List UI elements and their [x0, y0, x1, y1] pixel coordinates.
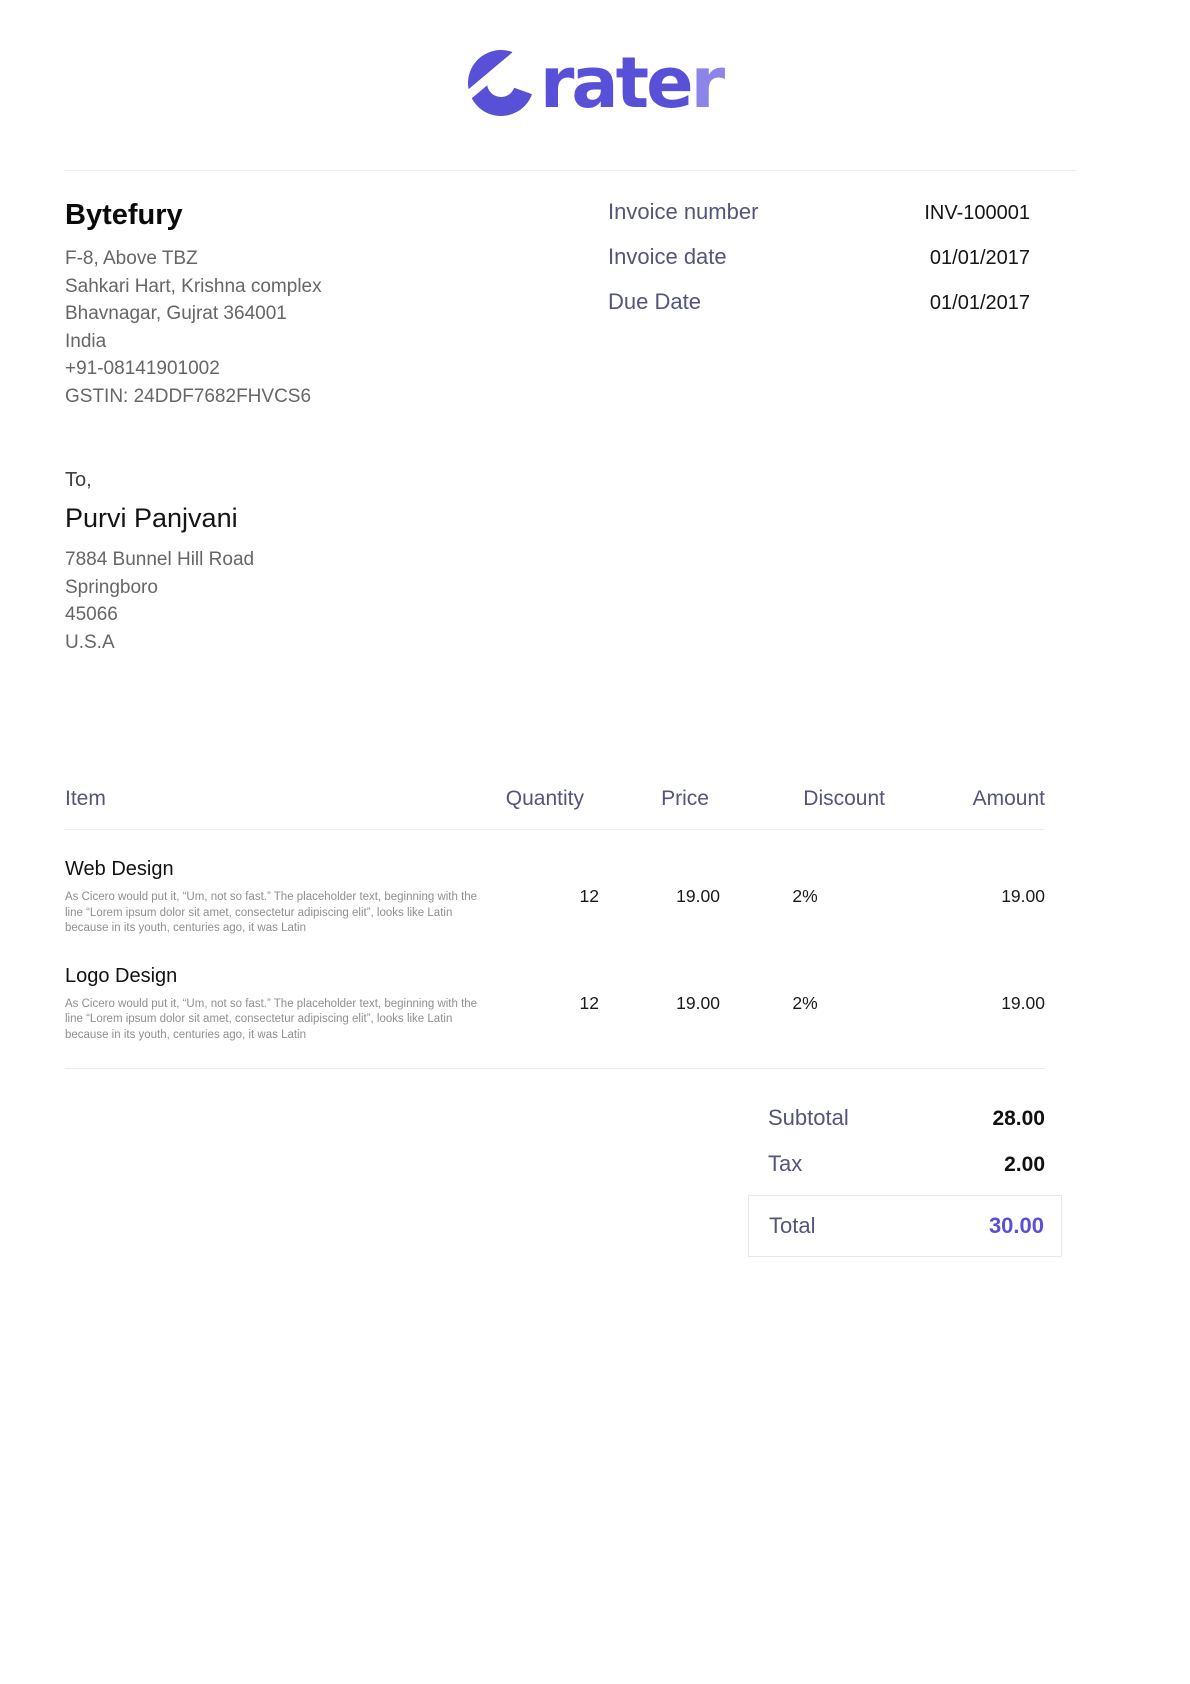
table-row: Logo Design As Cicero would put it, “Um,… [65, 937, 1045, 1044]
item-price: 19.00 [676, 992, 720, 1013]
bill-to-block: To, Purvi Panjvani 7884 Bunnel Hill Road… [65, 466, 1125, 656]
bill-to-name: Purvi Panjvani [65, 503, 238, 533]
item-amount: 19.00 [1001, 992, 1045, 1013]
company-phone: +91-08141901002 [65, 358, 220, 379]
items-table-header: Item Quantity Price Discount Amount [65, 784, 1045, 830]
item-cell: Web Design As Cicero would put it, “Um, … [65, 856, 483, 937]
due-date-row: Due Date 01/01/2017 [608, 287, 1030, 318]
totals-block: Subtotal 28.00 Tax 2.00 Total 30.00 [748, 1103, 1062, 1257]
invoice-content: Bytefury F-8, Above TBZ Sahkari Hart, Kr… [0, 170, 1190, 1257]
company-address-line: Sahkari Hart, Krishna complex [65, 275, 322, 297]
tax-label: Tax [768, 1150, 803, 1176]
item-discount: 2% [792, 886, 818, 906]
item-quantity: 12 [579, 992, 600, 1013]
total-label: Total [769, 1212, 816, 1238]
item-description: As Cicero would put it, “Um, not so fast… [65, 997, 478, 1041]
company-block: Bytefury F-8, Above TBZ Sahkari Hart, Kr… [65, 197, 322, 410]
invoice-number-value: INV-100001 [924, 202, 1030, 224]
logo-row: rater [0, 42, 1190, 124]
bill-to-address-line: U.S.A [65, 631, 115, 653]
item-description: As Cicero would put it, “Um, not so fast… [65, 891, 478, 935]
crater-logo: rater [468, 48, 725, 118]
items-table: Item Quantity Price Discount Amount Web … [65, 784, 1045, 1044]
item-price: 19.00 [676, 886, 720, 906]
info-row: Bytefury F-8, Above TBZ Sahkari Hart, Kr… [65, 197, 1125, 410]
column-header-item: Item [65, 787, 106, 810]
company-name: Bytefury [65, 199, 183, 231]
column-header-price: Price [661, 787, 709, 810]
bill-to-address-line: 45066 [65, 604, 118, 625]
wordmark-end: r [690, 42, 725, 124]
invoice-number-row: Invoice number INV-100001 [608, 197, 1030, 228]
column-header-amount: Amount [972, 787, 1045, 810]
bill-to-salutation: To, [65, 469, 92, 491]
tax-row: Tax 2.00 [748, 1149, 1062, 1179]
due-date-value: 01/01/2017 [929, 292, 1030, 314]
invoice-meta-block: Invoice number INV-100001 Invoice date 0… [608, 197, 1125, 410]
total-box: Total 30.00 [748, 1194, 1062, 1257]
company-gstin: GSTIN: 24DDF7682FHVCS6 [65, 385, 312, 407]
column-header-quantity: Quantity [505, 787, 584, 810]
bill-to-address-line: 7884 Bunnel Hill Road [65, 549, 255, 570]
item-discount: 2% [792, 992, 818, 1013]
invoice-date-label: Invoice date [608, 244, 727, 269]
item-amount: 19.00 [1001, 886, 1045, 906]
tax-value: 2.00 [1004, 1152, 1045, 1176]
crater-c-icon [468, 50, 534, 116]
crater-wordmark: rater [540, 48, 725, 118]
subtotal-value: 28.00 [992, 1106, 1045, 1130]
item-name: Web Design [65, 858, 174, 880]
item-cell: Logo Design As Cicero would put it, “Um,… [65, 963, 483, 1044]
company-address-line: Bhavnagar, Gujrat 364001 [65, 303, 287, 324]
table-row: Web Design As Cicero would put it, “Um, … [65, 830, 1045, 937]
subtotal-label: Subtotal [768, 1104, 849, 1130]
items-bottom-divider [65, 1067, 1045, 1069]
wordmark-mid: rate [539, 42, 694, 124]
item-quantity: 12 [579, 886, 600, 906]
company-address-line: F-8, Above TBZ [65, 248, 198, 269]
due-date-label: Due Date [608, 289, 701, 314]
column-header-discount: Discount [803, 787, 885, 810]
invoice-number-label: Invoice number [608, 199, 759, 224]
subtotal-row: Subtotal 28.00 [748, 1103, 1062, 1133]
company-address-line: India [65, 330, 107, 352]
invoice-date-row: Invoice date 01/01/2017 [608, 242, 1030, 273]
invoice-date-value: 01/01/2017 [929, 247, 1030, 269]
item-name: Logo Design [65, 964, 178, 987]
bill-to-address-line: Springboro [65, 576, 158, 598]
total-value: 30.00 [988, 1212, 1044, 1238]
header-divider [65, 170, 1077, 171]
